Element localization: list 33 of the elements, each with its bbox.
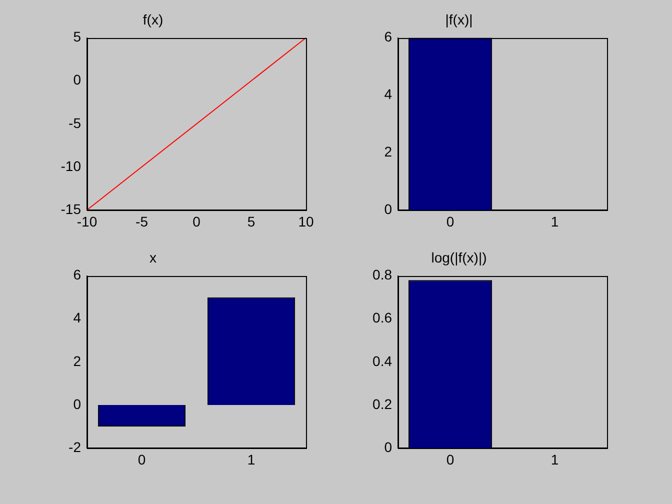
y-tick-label: 0.6	[372, 310, 392, 326]
y-tick-label: -15	[60, 200, 82, 217]
x-tick-label: 0	[192, 213, 201, 230]
chart-title: |f(x)|	[445, 11, 473, 28]
chart-title: log(|f(x)|)	[431, 249, 487, 266]
y-tick-label: 6	[73, 266, 82, 283]
y-tick-label: 5	[73, 28, 82, 45]
x-tick-label: 1	[247, 451, 256, 468]
x-tick-label: 0	[138, 451, 146, 468]
y-tick-label: 4	[384, 86, 392, 102]
y-tick-label: 0.8	[372, 266, 392, 283]
y-tick-label: 2	[384, 143, 392, 160]
y-tick-label: -2	[68, 438, 82, 455]
chart-title: f(x)	[142, 11, 164, 28]
y-tick-label: -10	[60, 158, 82, 174]
y-tick-label: 0	[73, 72, 82, 88]
x-tick-label: 1	[550, 451, 559, 468]
chart-title: x	[150, 249, 156, 266]
y-tick-label: 4	[73, 310, 82, 326]
x-tick-label: 0	[446, 451, 454, 468]
y-tick-label: 0	[384, 438, 392, 455]
x-tick-label: 0	[446, 213, 454, 230]
y-tick-label: 0.4	[372, 352, 392, 369]
y-tick-label: 0	[73, 396, 82, 412]
x-tick-label: 10	[298, 213, 314, 230]
y-tick-label: 0.2	[372, 396, 392, 412]
y-tick-label: 0	[384, 200, 392, 217]
y-tick-label: 2	[73, 352, 82, 369]
y-tick-label: 6	[384, 28, 392, 45]
x-tick-label: 1	[550, 213, 559, 230]
x-tick-label: 5	[247, 213, 256, 230]
y-tick-label: -5	[68, 114, 82, 131]
x-tick-label: -5	[136, 213, 148, 230]
